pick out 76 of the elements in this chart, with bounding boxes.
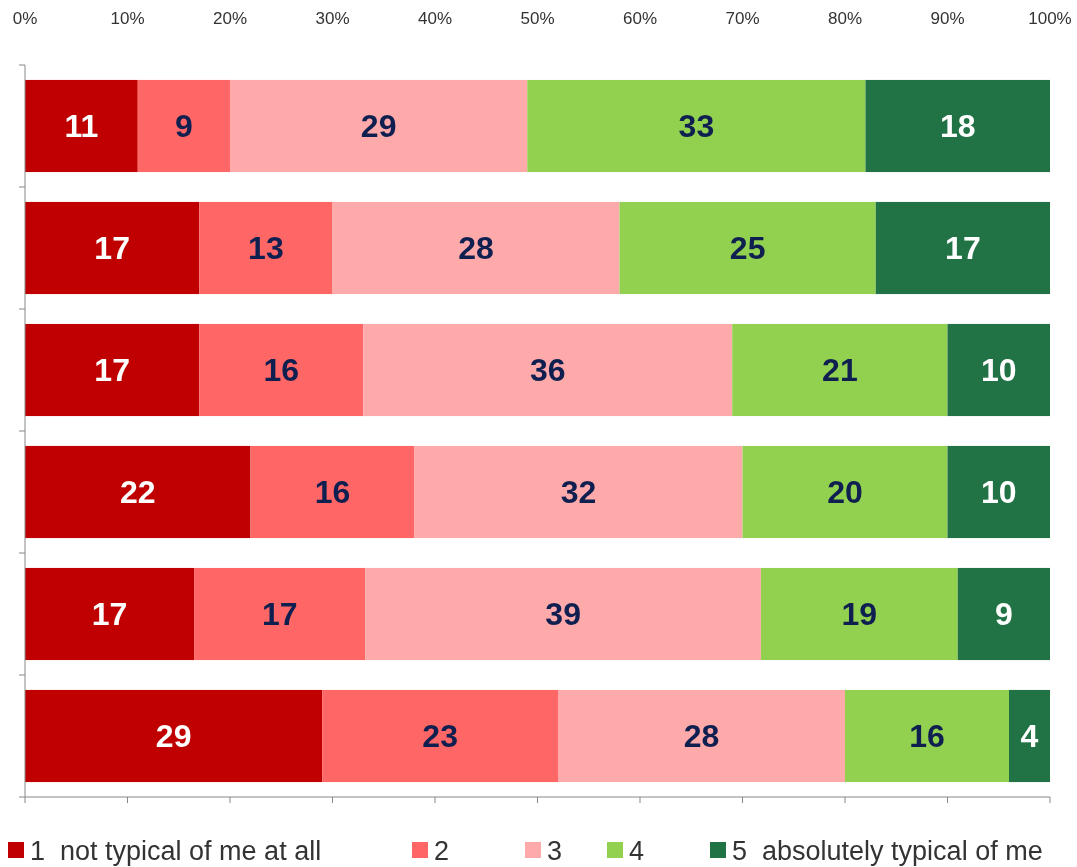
- bar: [947, 323, 1050, 417]
- bar: [527, 79, 866, 173]
- data-label: 19: [841, 596, 878, 633]
- x-tick-label: 60%: [622, 9, 658, 28]
- bar: [760, 567, 958, 661]
- data-label: 23: [422, 718, 458, 755]
- legend-label: 3: [547, 836, 563, 866]
- bar: [25, 689, 323, 783]
- bar: [25, 567, 195, 661]
- bar: [558, 689, 845, 783]
- data-label: 9: [994, 596, 1013, 633]
- bar: [25, 79, 138, 173]
- x-tick-label: 70%: [725, 9, 760, 28]
- bar: [365, 567, 761, 661]
- x-tick-label: 10%: [110, 9, 145, 28]
- data-label: 28: [683, 718, 720, 755]
- data-label: 29: [360, 108, 397, 145]
- bar: [845, 689, 1009, 783]
- bar: [322, 689, 558, 783]
- bar: [619, 201, 876, 295]
- data-label: 29: [155, 718, 192, 755]
- data-label: 17: [261, 596, 298, 633]
- legend-label: 2: [434, 836, 450, 866]
- bar: [199, 323, 364, 417]
- bar: [732, 323, 948, 417]
- data-label: 25: [729, 230, 766, 267]
- bar: [865, 79, 1050, 173]
- x-tick-label: 30%: [315, 9, 350, 28]
- legend-label: 5 absolutely typical of me: [732, 836, 1043, 866]
- data-label: 28: [458, 230, 494, 267]
- data-label: 10: [980, 352, 1017, 389]
- bar: [875, 201, 1050, 295]
- data-label: 20: [827, 474, 863, 511]
- data-label: 10: [980, 474, 1017, 511]
- bar: [414, 445, 743, 539]
- data-label: 36: [529, 352, 566, 389]
- data-label: 16: [263, 352, 300, 389]
- data-label: 18: [939, 108, 976, 145]
- bar: [947, 445, 1050, 539]
- data-label: 17: [94, 230, 130, 267]
- x-tick-label: 50%: [520, 9, 555, 28]
- bar: [332, 201, 620, 295]
- bar: [957, 567, 1050, 661]
- x-tick-label: 0%: [12, 9, 38, 28]
- data-label: 17: [94, 352, 130, 389]
- bar: [199, 201, 333, 295]
- bar: [25, 445, 251, 539]
- bar: [742, 445, 948, 539]
- bar: [1009, 689, 1050, 783]
- data-label: 17: [945, 230, 981, 267]
- bar: [363, 323, 733, 417]
- data-label: 13: [248, 230, 284, 267]
- data-label: 32: [560, 474, 597, 511]
- data-label: 21: [822, 352, 858, 389]
- data-label: 22: [119, 474, 156, 511]
- x-tick-label: 90%: [930, 9, 965, 28]
- data-label: 9: [174, 108, 193, 145]
- bar: [230, 79, 528, 173]
- x-tick-label: 40%: [417, 9, 453, 28]
- x-tick-label: 100%: [1028, 9, 1072, 28]
- bar: [194, 567, 366, 661]
- data-label: 4: [1020, 718, 1039, 755]
- bar: [250, 445, 415, 539]
- data-label: 33: [678, 108, 715, 145]
- bar: [137, 79, 230, 173]
- x-tick-label: 20%: [212, 9, 248, 28]
- bar: [25, 323, 200, 417]
- data-label: 16: [909, 718, 945, 755]
- x-tick-label: 80%: [827, 9, 863, 28]
- legend-label: 4: [629, 836, 645, 866]
- data-label: 39: [545, 596, 581, 633]
- bar: [25, 201, 200, 295]
- data-label: 11: [64, 108, 99, 145]
- data-label: 17: [91, 596, 128, 633]
- legend-label: 1 not typical of me at all: [30, 836, 322, 866]
- data-label: 16: [314, 474, 351, 511]
